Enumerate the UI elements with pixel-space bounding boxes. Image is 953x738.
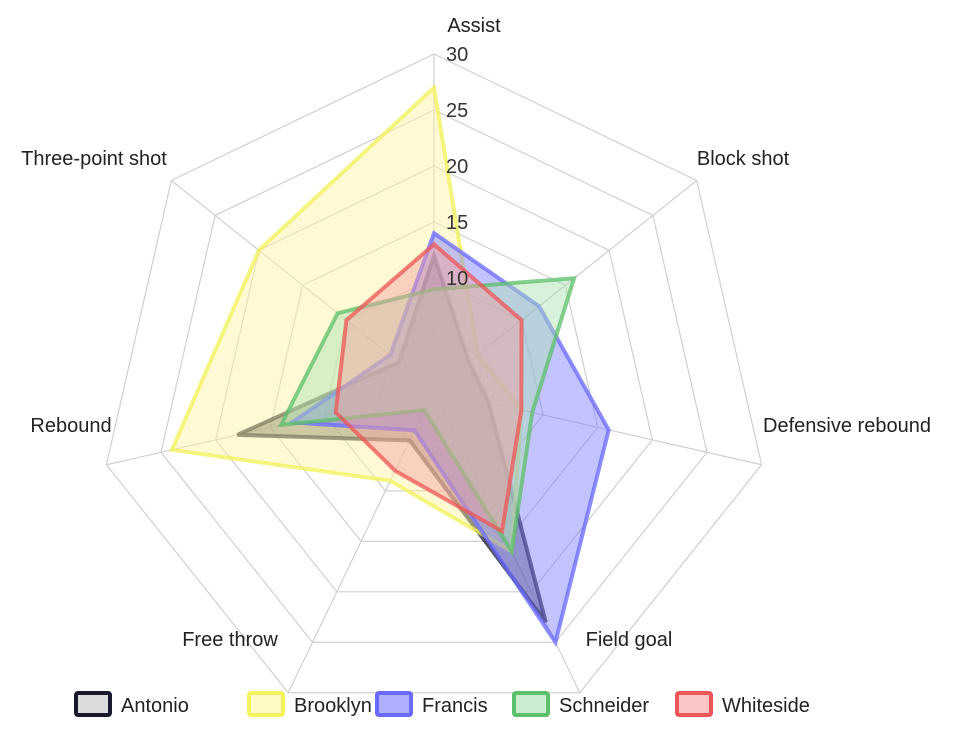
category-label: Three-point shot [21, 148, 167, 170]
category-label: Block shot [697, 148, 790, 170]
legend-swatch [512, 691, 550, 717]
tick-label: 10 [446, 268, 468, 290]
category-label: Assist [447, 15, 501, 37]
series-layer [169, 83, 611, 648]
legend-label: Schneider [559, 695, 649, 717]
tick-label: 15 [446, 212, 468, 234]
grid-ring [378, 333, 490, 442]
radial-tick-labels: 10 15 20 25 30 [446, 44, 468, 290]
legend-swatch [74, 691, 112, 717]
series-francis [286, 230, 611, 648]
category-labels: Assist Block shot Defensive rebound Field g… [21, 15, 931, 651]
series-whiteside [333, 241, 524, 535]
legend-swatch [375, 691, 413, 717]
legend-item-schneider: Schneider [512, 691, 649, 717]
legend-swatch [675, 691, 713, 717]
series-schneider [277, 276, 577, 558]
legend: Antonio Brooklyn Francis Schneider Whiteside [74, 691, 810, 717]
category-label: Free throw [182, 629, 278, 651]
grid-ring [269, 221, 599, 542]
grid-spoke [106, 389, 435, 466]
category-label: Defensive rebound [763, 415, 931, 437]
legend-label: Brooklyn [294, 695, 372, 717]
legend-swatch [247, 691, 285, 717]
legend-item-whiteside: Whiteside [675, 691, 810, 717]
legend-item-brooklyn: Brooklyn [247, 691, 372, 717]
legend-item-antonio: Antonio [74, 691, 189, 717]
tick-label: 30 [446, 44, 468, 66]
legend-item-francis: Francis [375, 691, 488, 717]
tick-label: 20 [446, 156, 468, 178]
grid-ring [160, 109, 708, 643]
legend-label: Francis [422, 695, 488, 717]
legend-label: Antonio [121, 695, 189, 717]
grid-ring [105, 53, 763, 694]
tick-label: 25 [446, 100, 468, 122]
category-label: Rebound [30, 415, 111, 437]
category-label: Field goal [586, 629, 673, 651]
grid-ring [214, 165, 654, 593]
legend-label: Whiteside [722, 695, 810, 717]
